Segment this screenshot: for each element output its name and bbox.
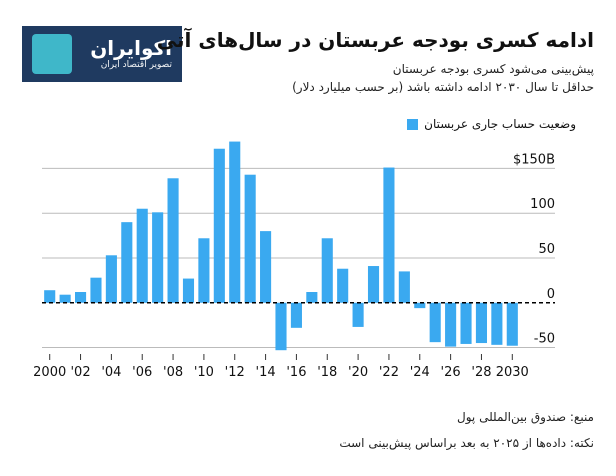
y-tick-label: 0	[547, 287, 555, 302]
bar	[198, 238, 210, 303]
source-note: منبع: صندوق بین‌المللی پول	[457, 410, 594, 424]
logo-name: اکوایران	[90, 36, 172, 60]
bar	[167, 178, 179, 303]
bar	[337, 268, 349, 303]
bar	[460, 302, 472, 344]
bar	[506, 302, 518, 346]
legend: وضعیت حساب جاری عربستان	[407, 117, 576, 131]
bar	[213, 148, 225, 303]
bar	[260, 231, 272, 303]
logo-tagline: تصویر اقتصاد ایران	[100, 60, 172, 70]
bar	[306, 292, 318, 303]
y-tick-label: 100	[530, 197, 555, 212]
bar	[275, 302, 287, 351]
bar	[136, 208, 148, 303]
bar	[475, 302, 488, 344]
logo-mark-icon	[32, 34, 72, 74]
bar	[44, 290, 56, 303]
legend-label: وضعیت حساب جاری عربستان	[424, 117, 576, 131]
bar	[90, 277, 102, 303]
bar	[74, 292, 87, 303]
bar	[105, 255, 117, 303]
bar	[121, 222, 133, 303]
x-tick-label: '18	[317, 365, 337, 380]
chart-title: ادامه کسری بودجه عربستان در سال‌های آتی	[156, 28, 594, 52]
bar	[352, 302, 364, 327]
x-tick-label: '12	[225, 365, 245, 380]
y-tick-label: -50	[534, 332, 555, 347]
bar	[59, 294, 71, 303]
bar	[429, 302, 441, 343]
bar	[152, 212, 164, 303]
chart-subtitle-line2: حداقل تا سال ۲۰۳۰ ادامه داشته باشد (بر ح…	[292, 80, 594, 94]
x-tick-label: '04	[101, 365, 121, 380]
bar	[491, 302, 503, 345]
x-tick-label: '22	[379, 365, 399, 380]
logo: اکوایران تصویر اقتصاد ایران	[22, 26, 182, 82]
forecast-note: نکته: داده‌ها از ۲۰۲۵ به بعد براساس پیش‌…	[339, 436, 594, 450]
bar	[445, 302, 457, 347]
bar	[367, 266, 380, 303]
x-tick-label: '28	[471, 365, 491, 380]
x-tick-label: '24	[410, 365, 430, 380]
bar	[290, 302, 302, 328]
x-tick-label: 2030	[496, 365, 529, 380]
bar	[229, 141, 241, 303]
bar	[244, 174, 256, 303]
legend-swatch	[407, 118, 419, 130]
bar	[321, 238, 333, 303]
x-tick-label: '02	[70, 365, 90, 380]
x-tick-label: '06	[132, 365, 152, 380]
x-tick-label: '08	[163, 365, 183, 380]
bar	[414, 302, 426, 309]
bar	[182, 278, 195, 303]
chart-subtitle-line1: پیش‌بینی می‌شود کسری بودجه عربستان	[392, 62, 594, 76]
bar	[398, 271, 410, 303]
logo-text: اکوایران تصویر اقتصاد ایران	[72, 37, 182, 71]
y-tick-label: 50	[538, 242, 555, 257]
x-tick-label: '14	[256, 365, 276, 380]
y-tick-label: $150B	[513, 152, 555, 167]
x-tick-label: '16	[286, 365, 306, 380]
x-tick-label: '26	[441, 365, 461, 380]
x-tick-label: '10	[194, 365, 214, 380]
bar	[383, 167, 395, 303]
x-tick-label: '20	[348, 365, 368, 380]
x-tick-label: 2000	[33, 365, 66, 380]
